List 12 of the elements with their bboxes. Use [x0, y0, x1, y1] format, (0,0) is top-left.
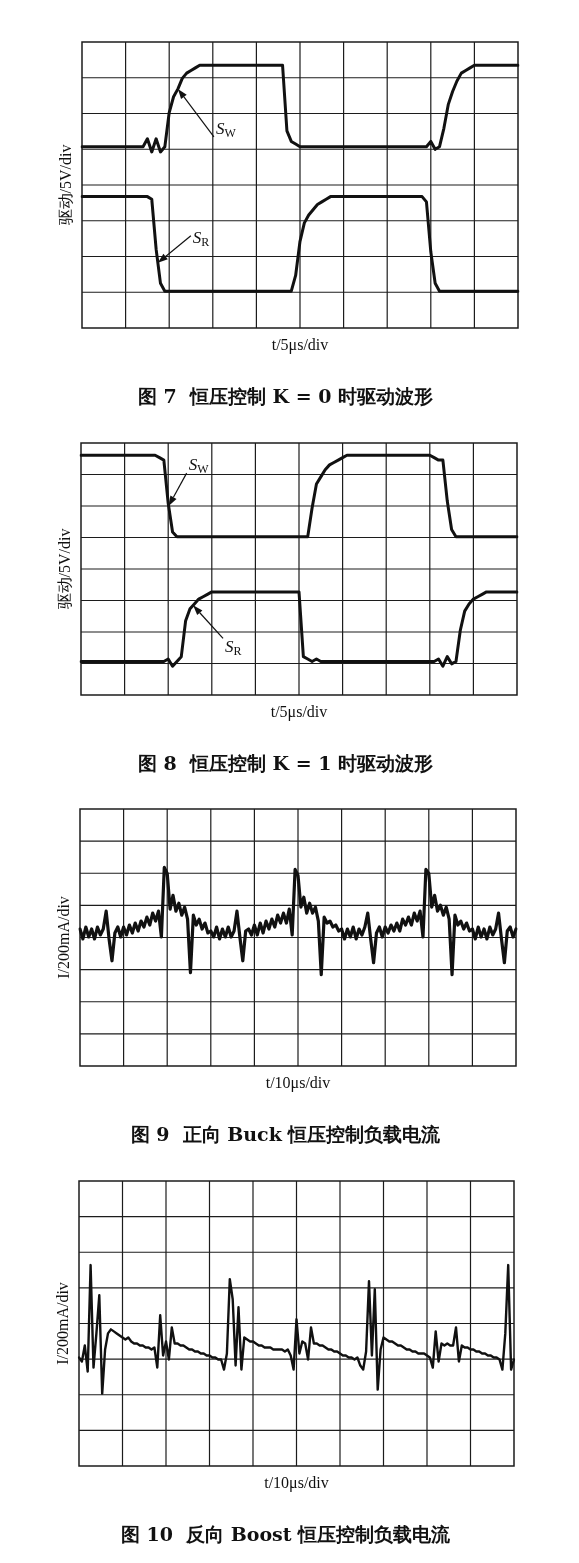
text: 图 8 恒压控制 K = 1 时驱动波形	[137, 751, 434, 774]
y-axis-title: 驱动/5V/div	[57, 144, 75, 226]
text: 图 7 恒压控制 K = 0 时驱动波形	[137, 384, 434, 407]
x-axis-title: t/5μs/div	[271, 336, 329, 355]
y-axis-title: 驱动/5V/div	[56, 528, 74, 610]
x-axis-title: t/10μs/div	[265, 1074, 331, 1093]
y-axis-title: I/200mA/div	[55, 896, 73, 979]
x-axis-title: t/10μs/div	[264, 1474, 329, 1493]
text: 图 9 正向 Buck 恒压控制负载电流	[130, 1122, 442, 1145]
y-axis-title: I/200mA/div	[54, 1282, 72, 1365]
x-axis-title: t/5μs/div	[270, 703, 328, 722]
text: 图 10 反向 Boost 恒压控制负载电流	[120, 1522, 452, 1545]
